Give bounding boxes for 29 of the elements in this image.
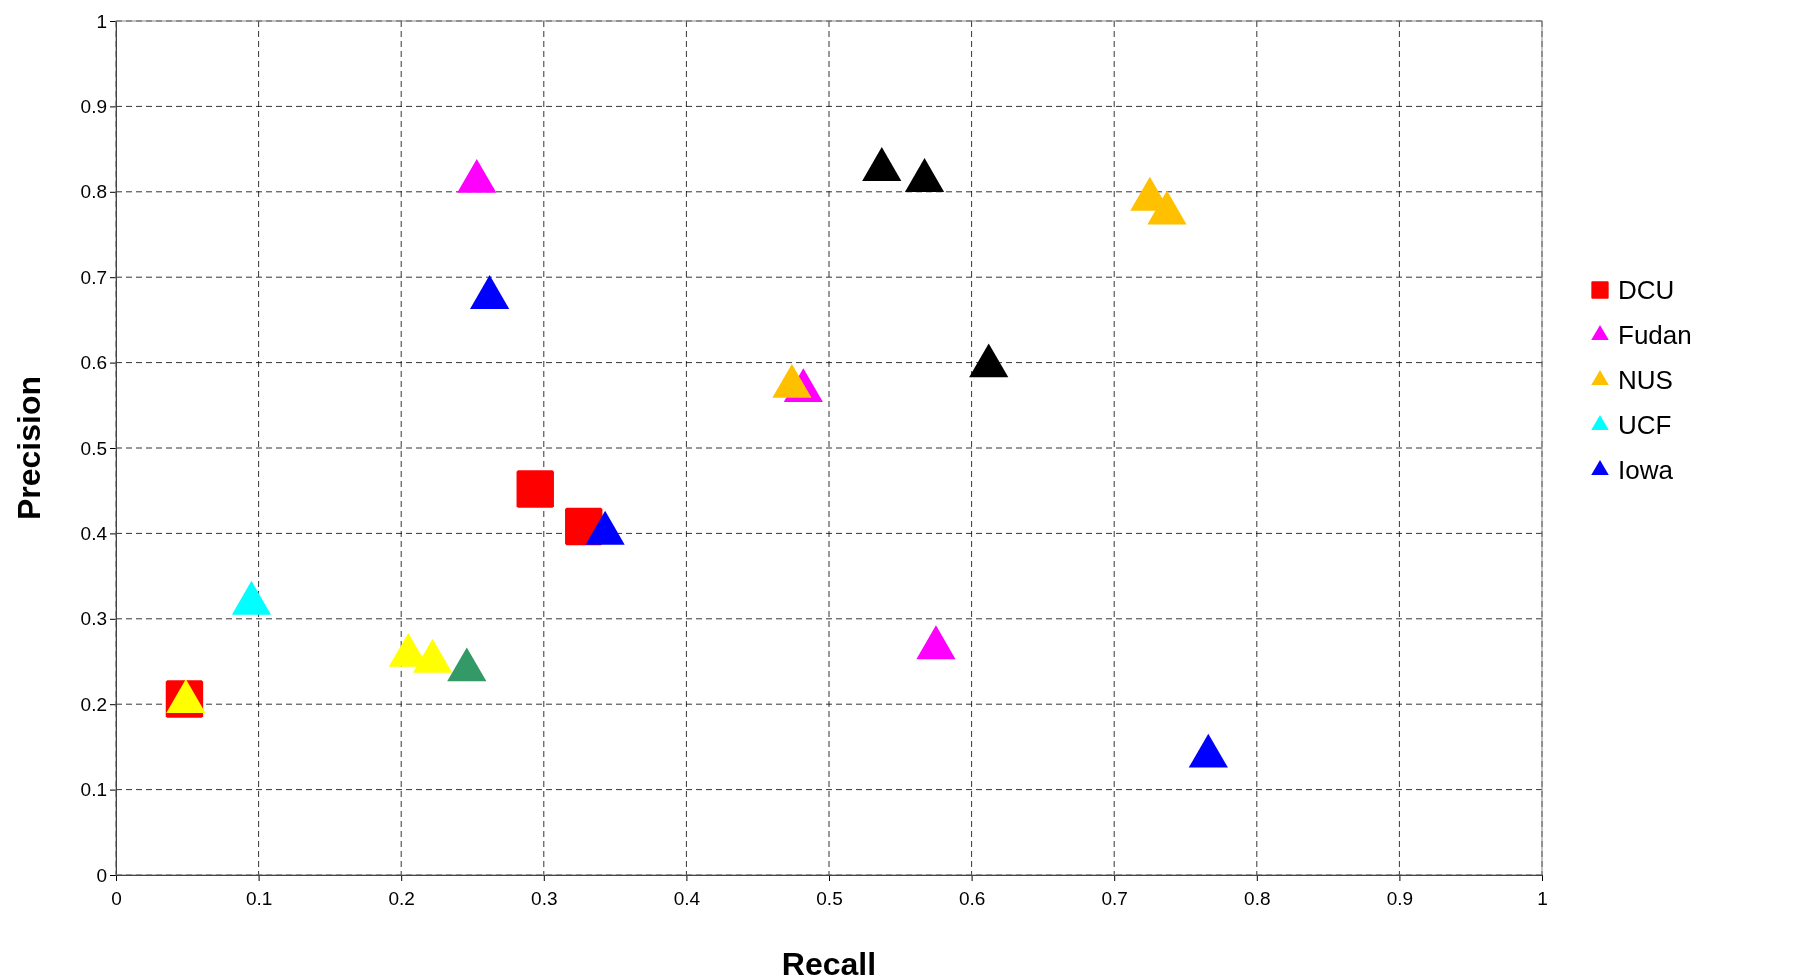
x-tick-label: 0.6 — [958, 887, 986, 909]
y-tick-label: 0.7 — [80, 266, 107, 288]
legend-label: NUS — [1618, 365, 1673, 396]
legend-label: Iowa — [1618, 455, 1674, 486]
legend-label: Fudan — [1618, 320, 1692, 351]
y-tick-label: 0.4 — [80, 522, 108, 544]
y-tick-label: 0.5 — [80, 437, 107, 459]
y-axis-title: Precision — [11, 375, 47, 521]
y-tick-label: 0.6 — [80, 352, 107, 374]
y-tick-label: 1 — [96, 10, 107, 32]
x-tick-label: 0 — [111, 887, 122, 909]
y-tick-label: 0 — [96, 864, 107, 886]
x-tick-label: 0.7 — [1101, 887, 1128, 909]
x-tick-label: 0.1 — [245, 887, 273, 909]
legend-label: UCF — [1618, 410, 1672, 441]
x-tick-label: 0.9 — [1386, 887, 1414, 909]
x-tick-label: 1 — [1537, 887, 1548, 909]
x-tick-label: 0.4 — [673, 887, 701, 909]
y-tick-label: 0.3 — [80, 608, 107, 630]
x-tick-label: 0.5 — [816, 887, 843, 909]
y-tick-label: 0.1 — [80, 779, 107, 801]
x-axis-title: Recall — [781, 946, 877, 978]
legend-label: DCU — [1618, 275, 1675, 306]
y-tick-label: 0.9 — [80, 95, 107, 117]
x-tick-label: 0.2 — [388, 887, 415, 909]
x-tick-label: 0.3 — [531, 887, 558, 909]
y-tick-label: 0.8 — [80, 181, 107, 203]
y-tick-label: 0.2 — [80, 693, 107, 715]
x-tick-label: 0.8 — [1244, 887, 1271, 909]
